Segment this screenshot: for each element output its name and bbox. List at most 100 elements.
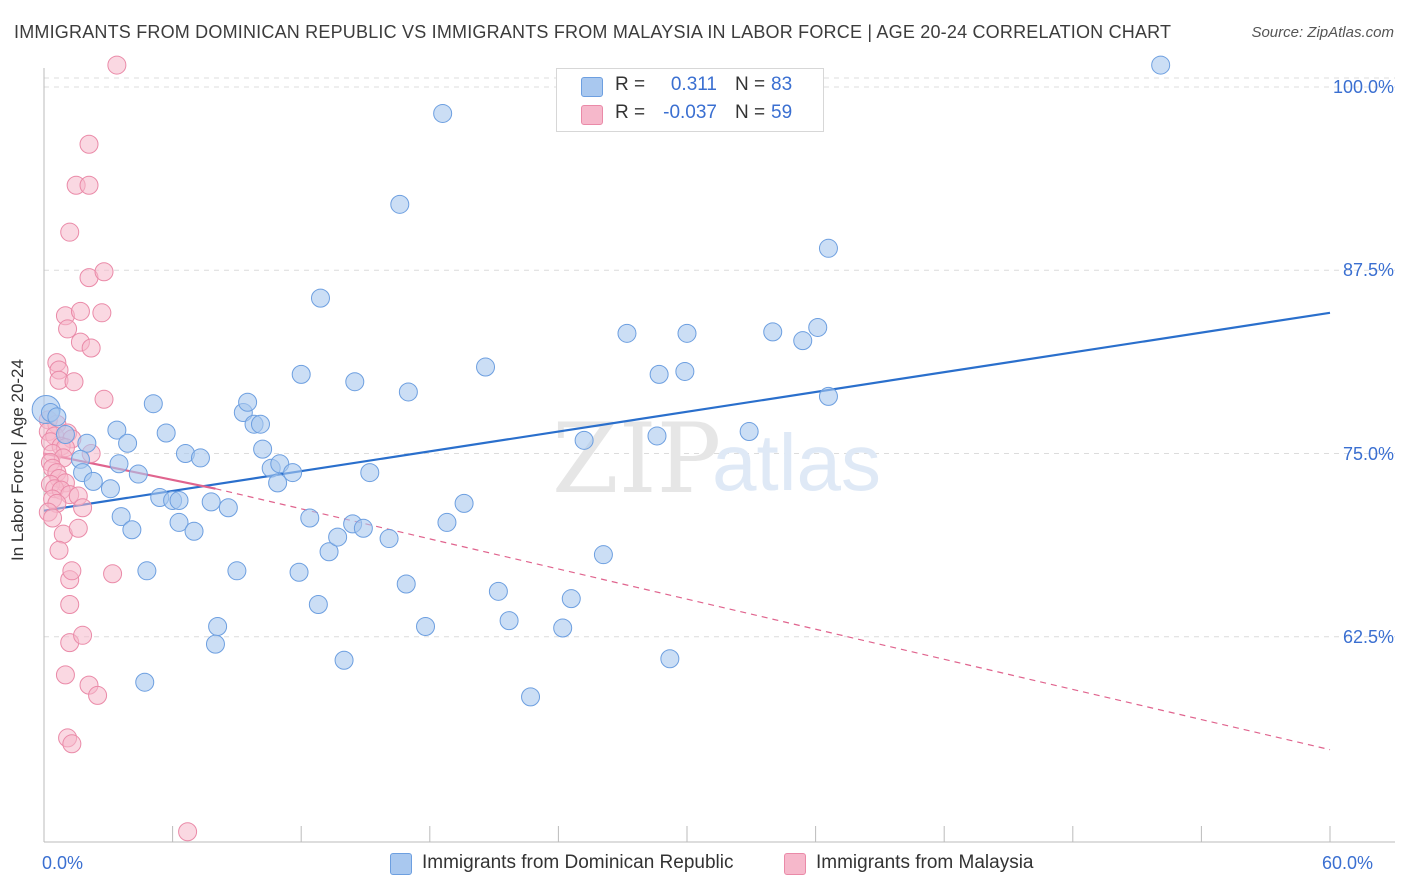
malaysia-point: [81, 338, 101, 358]
dominican-point: [808, 317, 828, 337]
bottom-legend-swatch-blue: [390, 853, 412, 875]
legend-r-value-1: 0.311: [670, 74, 717, 95]
dominican-point: [107, 420, 127, 440]
malaysia-point: [62, 734, 82, 754]
dominican-point: [553, 618, 573, 638]
watermark-zip: ZIP: [552, 403, 721, 515]
dominican-point: [416, 617, 436, 637]
dominican-point: [308, 595, 328, 615]
y-axis-label: In Labor Force | Age 20-24: [8, 359, 27, 561]
malaysia-trend-dashed: [215, 488, 1331, 751]
bottom-legend-label-2: Immigrants from Malaysia: [816, 852, 1034, 873]
dominican-trend-line: [43, 311, 1331, 512]
dominican-point: [128, 464, 148, 484]
dominican-point: [593, 545, 613, 565]
dominican-point: [156, 423, 176, 443]
x-tick-label: 60.0%: [1322, 853, 1374, 873]
dominican-point: [111, 507, 131, 527]
dominican-point: [398, 382, 418, 402]
malaysia-point: [88, 685, 108, 705]
dominican-point: [208, 617, 228, 637]
malaysia-point: [68, 518, 88, 538]
dominican-point: [227, 561, 247, 581]
dominican-point: [291, 364, 311, 384]
dominican-point: [289, 562, 309, 582]
malaysia-point: [79, 175, 99, 195]
legend-n-value-1: 83: [771, 74, 793, 95]
dominican-point: [328, 527, 348, 547]
malaysia-point: [64, 372, 84, 392]
dominican-point: [169, 512, 189, 532]
dominican-point: [310, 288, 330, 308]
dominican-point: [109, 454, 129, 474]
dominican-point: [617, 323, 637, 343]
dominican-point: [118, 433, 138, 453]
legend-swatch-blue: [581, 77, 603, 97]
dominican-point: [135, 672, 155, 692]
dominican-point: [122, 520, 142, 540]
malaysia-point: [49, 540, 69, 560]
dominican-point: [190, 448, 210, 468]
dominican-point: [319, 542, 339, 562]
y-tick-label: 75.0%: [1342, 443, 1394, 464]
legend-n-label: N =: [735, 102, 766, 123]
dominican-point: [675, 361, 695, 381]
dominican-point: [83, 471, 103, 491]
chart-title: IMMIGRANTS FROM DOMINICAN REPUBLIC VS IM…: [14, 22, 1172, 42]
dominican-point: [205, 634, 225, 654]
source-label: Source: ZipAtlas.com: [1251, 24, 1394, 41]
dominican-point: [268, 473, 288, 493]
x-tick-label: 0.0%: [42, 853, 84, 873]
dominican-point: [390, 194, 410, 214]
dominican-point: [561, 589, 581, 609]
dominican-point: [300, 508, 320, 528]
malaysia-point: [60, 595, 80, 615]
dominican-point: [818, 386, 838, 406]
malaysia-point: [92, 303, 112, 323]
dominican-point: [574, 430, 594, 450]
legend-swatch-pink: [581, 105, 603, 125]
malaysia-point: [43, 508, 63, 528]
malaysia-point: [94, 262, 114, 282]
malaysia-point: [79, 134, 99, 154]
dominican-point: [499, 611, 519, 631]
dominican-point: [763, 322, 783, 342]
malaysia-point: [107, 55, 127, 75]
dominican-point: [647, 426, 667, 446]
dominican-point: [334, 650, 354, 670]
malaysia-point: [55, 665, 75, 685]
dominican-point: [184, 521, 204, 541]
dominican-point: [521, 687, 541, 707]
dominican-point: [283, 463, 303, 483]
dominican-point: [55, 424, 75, 444]
y-tick-label: 100.0%: [1332, 77, 1394, 98]
malaysia-point: [73, 625, 93, 645]
dominican-point: [77, 433, 97, 453]
legend-n-label: N =: [735, 74, 766, 95]
watermark: ZIP atlas: [552, 403, 881, 515]
dominican-point: [649, 364, 669, 384]
dominican-point: [353, 518, 373, 538]
dominican-point: [250, 414, 270, 434]
dominican-point: [47, 407, 67, 427]
y-tick-label: 87.5%: [1342, 260, 1394, 281]
dominican-point: [818, 238, 838, 258]
dominican-point: [454, 493, 474, 513]
dominican-point: [433, 103, 453, 123]
dominican-point: [360, 463, 380, 483]
dominican-point: [476, 357, 496, 377]
malaysia-point: [73, 498, 93, 518]
dominican-point: [238, 392, 258, 412]
dominican-point: [379, 529, 399, 549]
dominican-point: [253, 439, 273, 459]
bottom-legend-swatch-pink: [784, 853, 806, 875]
gridlines: [44, 77, 1395, 638]
malaysia-point: [58, 319, 78, 339]
watermark-atlas: atlas: [712, 418, 881, 507]
legend-row-dominican: R = 0.311 N = 83: [557, 72, 823, 100]
bottom-legend-label-1: Immigrants from Dominican Republic: [422, 852, 734, 873]
malaysia-point: [62, 561, 82, 581]
dominican-point: [739, 422, 759, 442]
dominican-point: [137, 561, 157, 581]
